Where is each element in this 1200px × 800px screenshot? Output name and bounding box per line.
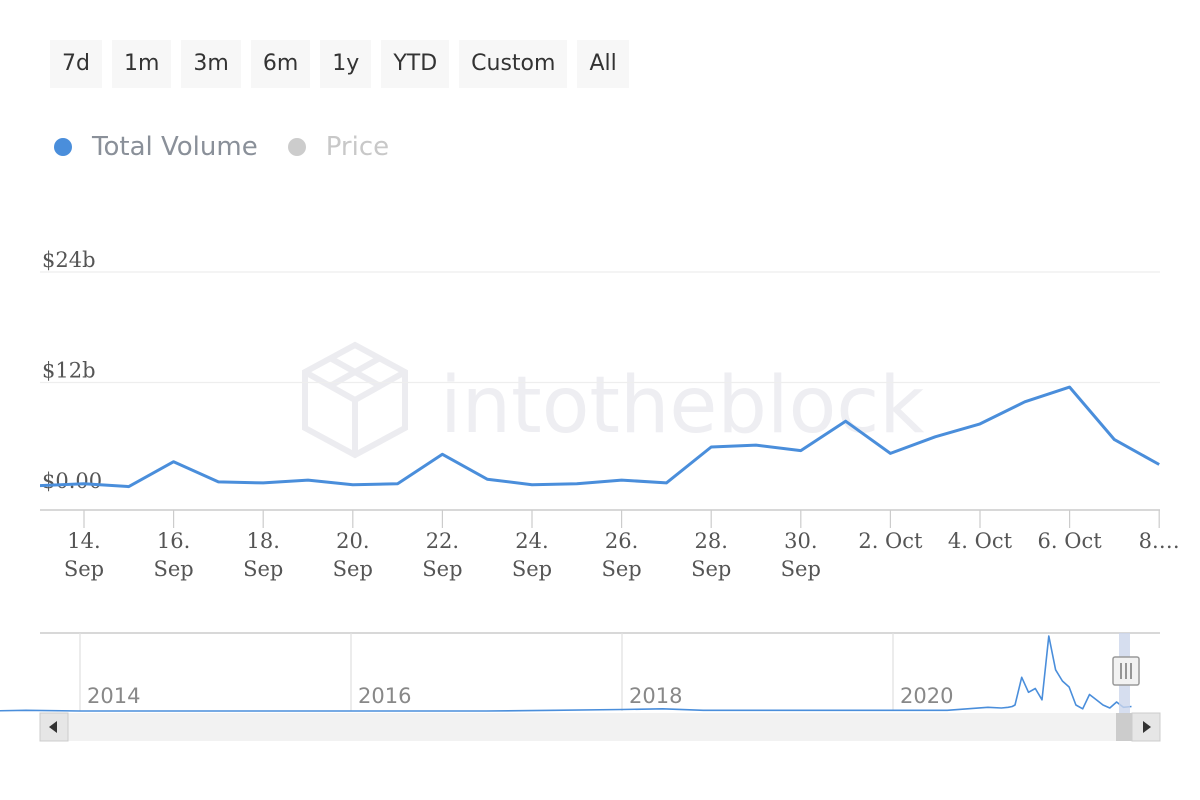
watermark-logo-icon xyxy=(302,341,408,459)
navigator-year-label: 2020 xyxy=(900,684,953,708)
legend-item-price[interactable]: Price xyxy=(287,132,390,162)
y-tick-label: $0.00 xyxy=(42,469,102,493)
x-tick-label: 14. xyxy=(67,529,100,553)
grid-lines xyxy=(40,271,1160,511)
series-layer xyxy=(40,385,1160,489)
watermark: intotheblock xyxy=(302,341,924,459)
x-tick-label: 22. xyxy=(426,529,459,553)
x-tick-label-line2: Sep xyxy=(153,557,193,581)
x-tick-label: 24. xyxy=(515,529,548,553)
range-button-1m[interactable]: 1m xyxy=(111,40,172,88)
x-tick-label: 2. Oct xyxy=(858,529,923,553)
legend-dot-price xyxy=(287,138,306,156)
x-tick-label: 4. Oct xyxy=(948,529,1013,553)
watermark-text: intotheblock xyxy=(440,361,924,451)
scroll-left-arrow-icon xyxy=(49,721,57,733)
x-axis-labels: 14. Sep 16. Sep 18. Sep 20. Sep 22. Sep 24. Sep 26. S… xyxy=(64,510,1180,581)
range-button-6m[interactable]: 6m xyxy=(250,40,311,88)
legend-dot-total-volume xyxy=(54,138,72,156)
x-tick-label: 6. Oct xyxy=(1038,529,1103,553)
navigator-year-label: 2018 xyxy=(629,684,682,708)
scrollbar-thumb[interactable] xyxy=(1116,713,1132,741)
range-selector: 7d 1m 3m 6m 1y YTD Custom All xyxy=(50,40,629,88)
range-button-ytd[interactable]: YTD xyxy=(381,40,450,88)
range-button-1y[interactable]: 1y xyxy=(320,40,372,88)
legend-label-total-volume: Total Volume xyxy=(92,132,258,162)
y-axis-labels: $0.00 $12b $24b xyxy=(42,248,102,493)
range-button-all[interactable]: All xyxy=(577,40,629,88)
navigator-year-label: 2014 xyxy=(87,684,140,708)
x-tick-label-line2: Sep xyxy=(333,557,373,581)
x-tick-label: 30. xyxy=(784,529,817,553)
x-tick-label: 16. xyxy=(157,529,190,553)
navigator-handle[interactable] xyxy=(1112,656,1140,686)
scrollbar-track[interactable] xyxy=(40,713,1160,741)
series-line-total-volume xyxy=(40,385,1160,489)
x-tick-label-line2: Sep xyxy=(781,557,821,581)
y-tick-label: $12b xyxy=(42,359,96,383)
navigator-content: 2014 2016 2018 2020 xyxy=(0,633,1132,712)
legend-item-total-volume[interactable]: Total Volume xyxy=(54,132,258,162)
x-tick-label: 20. xyxy=(336,529,369,553)
x-tick-label-line2: Sep xyxy=(512,557,552,581)
x-tick-label-line2: Sep xyxy=(422,557,462,581)
x-tick-label: 28. xyxy=(694,529,727,553)
chart-legend: Total Volume Price xyxy=(54,132,389,162)
range-button-7d[interactable]: 7d xyxy=(50,40,102,88)
range-button-custom[interactable]: Custom xyxy=(459,40,568,88)
legend-label-price: Price xyxy=(325,132,390,162)
range-button-3m[interactable]: 3m xyxy=(181,40,241,88)
y-tick-label: $24b xyxy=(42,248,96,272)
navigator-year-label: 2016 xyxy=(358,684,411,708)
navigator-series-line xyxy=(0,635,1132,712)
x-tick-label-line2: Sep xyxy=(601,557,641,581)
scroll-right-arrow-icon xyxy=(1143,721,1151,733)
scrollbar[interactable] xyxy=(39,712,1161,742)
navigator: 2014 2016 2018 2020 xyxy=(0,632,1160,713)
x-tick-label: 26. xyxy=(605,529,638,553)
x-tick-label-line2: Sep xyxy=(243,557,283,581)
x-tick-label-line2: Sep xyxy=(64,557,104,581)
x-tick-label: 8.… xyxy=(1139,529,1180,553)
x-tick-label-line2: Sep xyxy=(691,557,731,581)
x-tick-label: 18. xyxy=(246,529,279,553)
